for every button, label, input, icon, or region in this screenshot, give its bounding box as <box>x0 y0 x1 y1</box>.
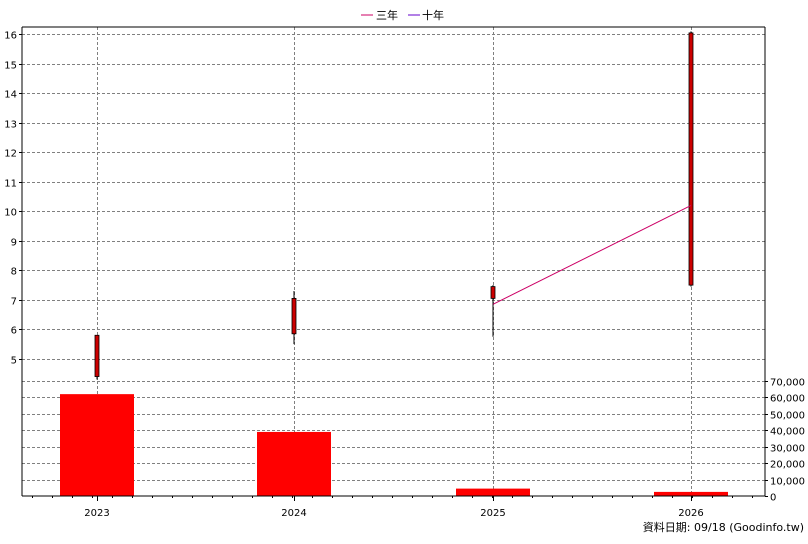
price-tick-label: 8 <box>11 267 17 278</box>
volume-tick-label: 60,000 <box>770 394 805 405</box>
x-tick-label: 2023 <box>84 508 109 519</box>
price-tick-label: 13 <box>4 120 17 131</box>
price-tick-label: 6 <box>11 326 17 337</box>
candle-body <box>291 297 297 335</box>
candle-body <box>94 334 100 377</box>
x-tick-label: 2026 <box>678 508 703 519</box>
data-date-footer: 資料日期: 09/18 (Goodinfo.tw) <box>643 520 804 534</box>
candle-body <box>490 286 496 299</box>
volume-bars <box>60 394 728 496</box>
legend-label-0: 三年 <box>376 8 398 22</box>
x-tick-label: 2024 <box>281 508 306 519</box>
volume-panel: 0 10,000 20,000 30,000 40,000 50,000 60,000 70,… <box>21 378 805 504</box>
legend: 三年 十年 <box>361 8 444 22</box>
candle-body <box>688 32 694 286</box>
x-tick-label: 2025 <box>480 508 505 519</box>
price-y-axis: 5 6 7 8 9 10 11 12 13 14 15 16 <box>4 31 22 367</box>
price-lines <box>492 205 692 305</box>
price-tick-label: 11 <box>4 179 17 190</box>
volume-tick-label: 20,000 <box>770 460 805 471</box>
x-axis: 2023 2024 2025 2026 <box>32 496 753 519</box>
volume-bar <box>456 488 530 496</box>
volume-tick-label: 30,000 <box>770 444 805 455</box>
price-tick-label: 15 <box>4 61 17 72</box>
volume-tick-label: 0 <box>770 493 776 504</box>
price-tick-label: 7 <box>11 297 17 308</box>
price-tick-label: 16 <box>4 31 17 42</box>
price-tick-label: 14 <box>4 90 17 101</box>
price-candles <box>94 31 694 380</box>
volume-tick-label: 50,000 <box>770 411 805 422</box>
volume-bar <box>60 394 134 496</box>
price-tick-label: 10 <box>4 208 17 219</box>
volume-bar <box>654 491 728 496</box>
price-tick-label: 5 <box>11 356 17 367</box>
volume-tick-label: 40,000 <box>770 427 805 438</box>
price-tick-label: 9 <box>11 238 17 249</box>
volume-y-axis: 0 10,000 20,000 30,000 40,000 50,000 60,000 70,… <box>765 378 805 504</box>
volume-tick-label: 70,000 <box>770 378 805 389</box>
price-panel: 5 6 7 8 9 10 11 12 13 14 15 16 <box>4 26 766 381</box>
price-grid <box>22 27 765 381</box>
legend-label-1: 十年 <box>422 8 444 22</box>
price-tick-label: 12 <box>4 149 17 160</box>
volume-tick-label: 10,000 <box>770 477 805 488</box>
price-plot-area <box>22 27 765 381</box>
volume-bar <box>257 431 331 496</box>
series-line <box>492 205 692 305</box>
